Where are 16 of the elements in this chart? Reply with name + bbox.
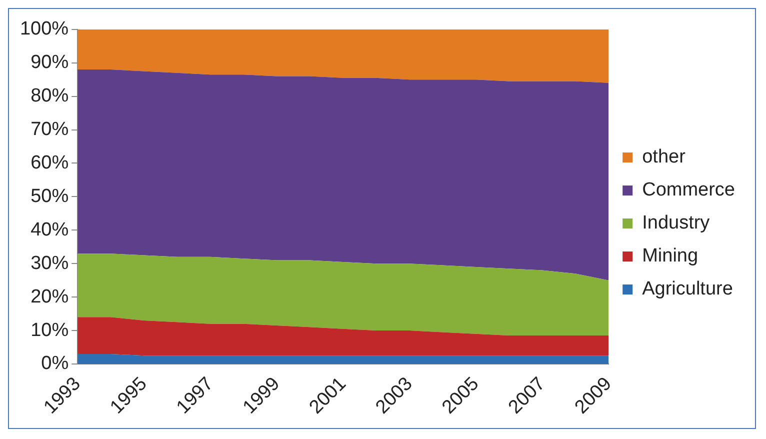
y-tick-label: 30%: [30, 252, 69, 274]
y-tick-label: 70%: [30, 119, 69, 140]
y-tick-label: 10%: [30, 320, 69, 341]
legend-label: other: [642, 146, 686, 168]
y-tick-label: 60%: [30, 152, 69, 174]
legend-label: Agriculture: [642, 278, 733, 300]
y-tick-label: 90%: [30, 52, 69, 74]
legend-label: Mining: [642, 246, 698, 267]
legend-label: Commerce: [642, 180, 736, 201]
y-tick-label: 50%: [30, 186, 69, 207]
legend-label: Industry: [642, 212, 710, 234]
y-tick-label: 100%: [20, 18, 69, 40]
y-tick-label: 20%: [30, 286, 69, 308]
y-tick-label: 40%: [30, 219, 69, 240]
y-tick-label: 0%: [41, 353, 69, 374]
y-tick-label: 80%: [30, 86, 69, 107]
